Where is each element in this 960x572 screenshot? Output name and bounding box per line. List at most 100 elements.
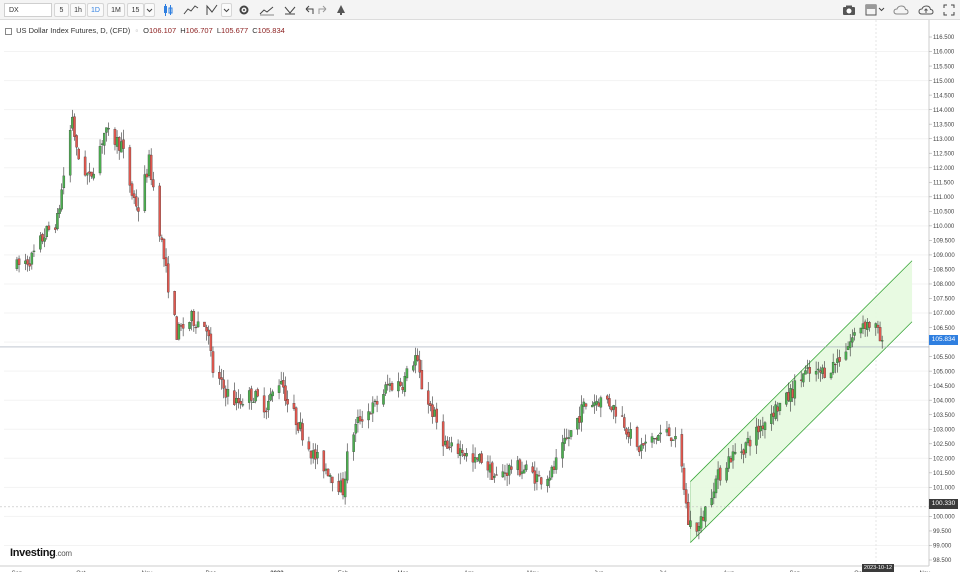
candle-body bbox=[612, 405, 615, 410]
interval-1h-button[interactable]: 1h bbox=[70, 3, 86, 17]
fullscreen-icon[interactable] bbox=[942, 3, 956, 17]
candle-body bbox=[337, 481, 340, 492]
interval-1m-button[interactable]: 1M bbox=[107, 3, 125, 17]
settings-icon[interactable] bbox=[237, 3, 251, 17]
candle-body bbox=[591, 404, 594, 408]
price-tick-label: 103.000 bbox=[933, 427, 955, 433]
layout-icon[interactable] bbox=[864, 3, 878, 17]
candle bbox=[160, 234, 164, 243]
candle-body bbox=[322, 450, 326, 472]
candle-body bbox=[256, 389, 259, 397]
candle-body bbox=[667, 427, 671, 437]
cloud-icon[interactable] bbox=[892, 3, 910, 17]
legend-close-label: C bbox=[252, 26, 258, 35]
redo-icon[interactable] bbox=[317, 3, 329, 17]
candle bbox=[401, 382, 404, 394]
compare-icon[interactable] bbox=[258, 3, 276, 17]
symbol-input[interactable]: DX bbox=[4, 3, 52, 17]
indicators-icon[interactable] bbox=[204, 3, 220, 17]
candle-body bbox=[254, 391, 257, 402]
candle bbox=[537, 470, 541, 477]
candle-body bbox=[595, 400, 598, 405]
chevron-down-icon[interactable] bbox=[144, 3, 155, 17]
candle bbox=[465, 448, 468, 462]
candle-body bbox=[179, 325, 183, 327]
candle-body bbox=[640, 444, 643, 451]
candle-body bbox=[54, 227, 57, 230]
candle-body bbox=[501, 471, 505, 478]
legend-open-label: O bbox=[143, 26, 149, 35]
candle bbox=[456, 439, 460, 459]
candle bbox=[26, 255, 29, 272]
candle bbox=[152, 171, 155, 191]
candle-body bbox=[546, 479, 549, 487]
candle bbox=[254, 389, 257, 404]
candle bbox=[331, 476, 334, 492]
price-tick-label: 108.500 bbox=[933, 268, 955, 274]
cloud-save-icon[interactable] bbox=[917, 3, 935, 17]
candle-body bbox=[177, 324, 181, 340]
candle-body bbox=[476, 457, 479, 460]
candle-body bbox=[819, 370, 822, 373]
candle-body bbox=[339, 480, 343, 493]
candle-body bbox=[279, 380, 283, 385]
candle-body bbox=[802, 373, 805, 383]
candle bbox=[250, 385, 253, 410]
candle-body bbox=[804, 370, 807, 375]
candle bbox=[629, 422, 632, 446]
candle bbox=[546, 475, 549, 493]
line-chart-icon[interactable] bbox=[182, 3, 200, 17]
candle bbox=[192, 309, 196, 332]
candle-body bbox=[458, 448, 462, 456]
candle bbox=[386, 374, 390, 391]
candle bbox=[164, 248, 168, 273]
candle-body bbox=[277, 385, 281, 393]
candles-icon[interactable] bbox=[160, 3, 176, 17]
price-axis[interactable]: 98.50099.00099.500100.000100.500101.0001… bbox=[929, 35, 955, 564]
candle-body bbox=[328, 475, 332, 477]
candle-body bbox=[237, 397, 240, 403]
price-tick-label: 109.000 bbox=[933, 253, 955, 259]
candle-body bbox=[448, 446, 451, 448]
candle bbox=[595, 395, 598, 411]
regression-channel[interactable] bbox=[690, 260, 913, 543]
candle bbox=[271, 389, 274, 402]
candle-body bbox=[32, 250, 36, 252]
collapse-square-icon[interactable] bbox=[5, 27, 12, 35]
undo-icon[interactable] bbox=[303, 3, 315, 17]
candle bbox=[314, 443, 317, 470]
price-tick-label: 105.000 bbox=[933, 369, 955, 375]
candle-body bbox=[367, 411, 370, 421]
candle-body bbox=[610, 406, 613, 411]
candle bbox=[433, 406, 436, 417]
candle bbox=[190, 309, 193, 331]
price-tick-label: 104.500 bbox=[933, 384, 955, 390]
candle-body bbox=[224, 388, 228, 398]
interval-5-button[interactable]: 5 bbox=[54, 3, 69, 17]
candle-body bbox=[420, 370, 424, 390]
candle-body bbox=[241, 404, 245, 406]
interval-15-button[interactable]: 15 bbox=[127, 3, 144, 17]
price-chart[interactable]: 98.50099.00099.500100.000100.500101.0001… bbox=[0, 20, 960, 572]
candle bbox=[733, 443, 737, 455]
last-price-tag: 105.834 bbox=[929, 335, 958, 345]
camera-icon[interactable] bbox=[841, 3, 857, 17]
candle bbox=[637, 445, 641, 457]
candle bbox=[390, 381, 394, 392]
candle bbox=[45, 225, 49, 240]
interval-1d-button[interactable]: 1D bbox=[87, 3, 104, 17]
alert-icon[interactable] bbox=[334, 3, 348, 17]
candle bbox=[105, 127, 108, 142]
candle-body bbox=[582, 401, 586, 407]
candle-body bbox=[247, 390, 251, 403]
chevron-down-icon[interactable] bbox=[221, 3, 232, 17]
templates-icon[interactable] bbox=[282, 3, 298, 17]
candle-body bbox=[697, 526, 701, 531]
candle bbox=[162, 238, 166, 267]
candle-body bbox=[680, 434, 684, 467]
candle-body bbox=[371, 402, 375, 414]
price-tick-label: 110.500 bbox=[933, 210, 955, 216]
candle-body bbox=[58, 208, 61, 214]
chevron-down-icon[interactable] bbox=[877, 3, 886, 17]
candle-body bbox=[235, 398, 238, 404]
